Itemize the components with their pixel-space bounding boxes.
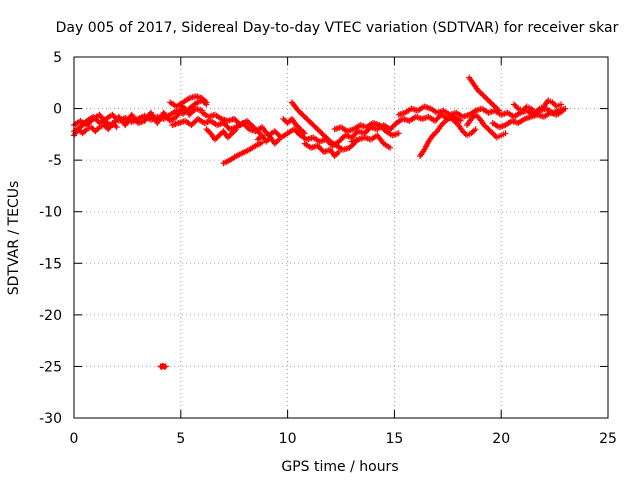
data-point [560, 107, 567, 114]
data-point [550, 100, 557, 107]
plot-frame [73, 56, 609, 419]
data-point [89, 125, 96, 132]
data-points [71, 74, 569, 370]
data-point [532, 109, 539, 116]
data-point [457, 117, 464, 124]
data-point [496, 107, 503, 114]
data-point [535, 106, 542, 113]
data-point [162, 363, 169, 370]
x-tick-label: 10 [279, 431, 297, 447]
data-point [395, 130, 402, 137]
x-tick-label: 20 [492, 431, 510, 447]
y-axis-label: SDTVAR / TECUs [6, 181, 22, 296]
y-tick-label: -25 [39, 359, 62, 375]
data-point [112, 122, 119, 129]
y-tick-label: 5 [53, 50, 62, 66]
y-tick-label: -10 [39, 205, 62, 221]
x-tick-label: 5 [176, 431, 185, 447]
data-point [558, 101, 564, 108]
data-point [387, 144, 394, 151]
data-point [474, 113, 480, 120]
data-point [203, 99, 210, 106]
data-point [335, 148, 342, 155]
data-point [276, 136, 283, 143]
x-axis-label: GPS time / hours [281, 459, 398, 475]
y-tick-label: -30 [39, 411, 62, 427]
data-point [255, 129, 262, 136]
data-point [485, 126, 492, 133]
data-point [113, 124, 120, 131]
y-tick-label: -5 [48, 153, 62, 169]
data-point [511, 101, 517, 108]
y-tick-label: -15 [39, 256, 62, 272]
x-tick-label: 15 [385, 431, 403, 447]
data-point [93, 126, 100, 133]
data-point [502, 130, 509, 137]
chart-title: Day 005 of 2017, Sidereal Day-to-day VTE… [56, 20, 619, 36]
y-tick-label: 0 [53, 102, 62, 118]
y-tick-label: -20 [39, 308, 62, 324]
x-tick-label: 0 [70, 431, 79, 447]
data-point [472, 126, 479, 133]
axes: 0 5 10 15 20 25 5 0 -5 -10 -15 -20 -25 -30 [39, 50, 617, 447]
x-tick-label: 25 [599, 431, 617, 447]
data-point [233, 126, 240, 133]
data-point [301, 130, 308, 137]
data-point [259, 139, 265, 146]
